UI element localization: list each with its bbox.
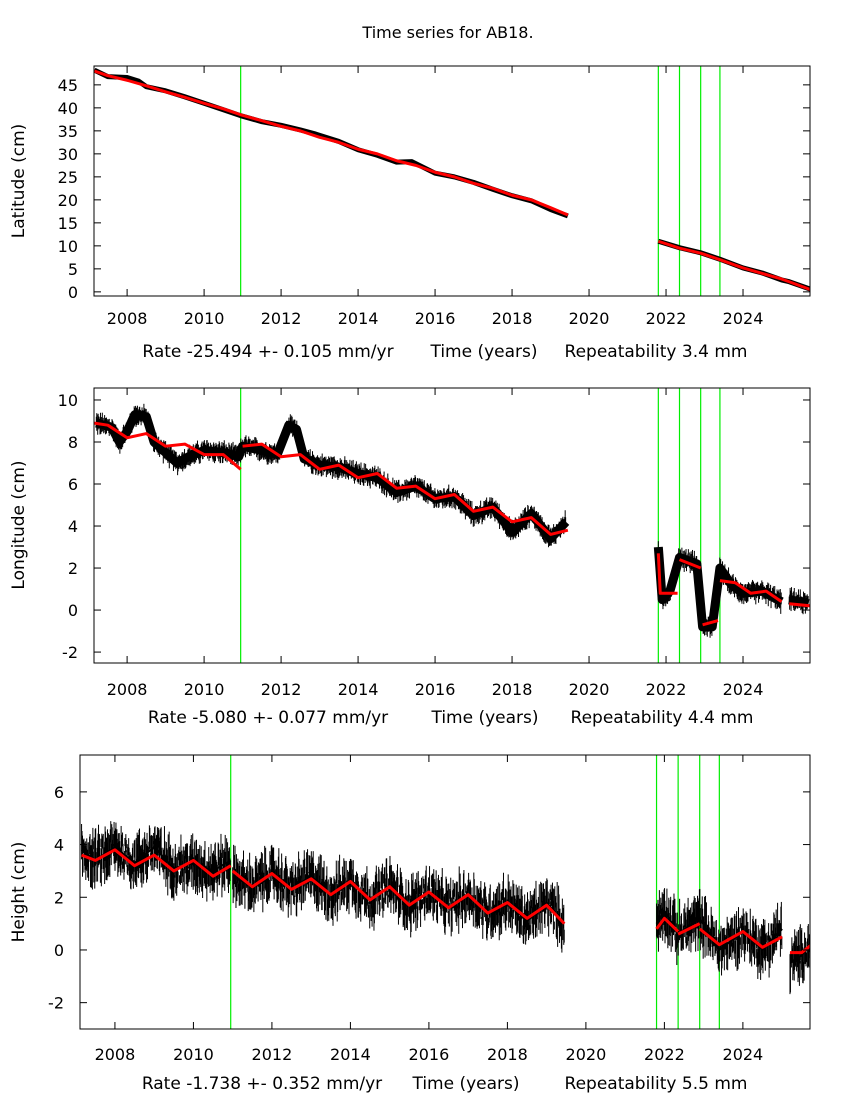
y-tick-label: 0 (54, 941, 64, 960)
y-tick-label: 25 (58, 168, 78, 187)
x-tick-label: 2016 (415, 309, 456, 328)
repeatability-label: Repeatability 3.4 mm (565, 342, 748, 362)
y-tick-label: 15 (58, 214, 78, 233)
x-tick-label: 2020 (569, 309, 610, 328)
model-curve (702, 619, 719, 627)
y-tick-label: 4 (68, 517, 78, 536)
y-tick-label: 5 (68, 260, 78, 279)
y-tick-label: 4 (54, 836, 64, 855)
x-tick-label: 2022 (644, 1045, 685, 1064)
x-tick-label: 2022 (646, 309, 687, 328)
y-tick-label: 2 (68, 559, 78, 578)
repeatability-label: Repeatability 5.5 mm (565, 1074, 748, 1094)
x-tick-label: 2014 (330, 1045, 371, 1064)
model-curve (242, 442, 569, 536)
rate-label: Rate -5.080 +- 0.077 mm/yr (148, 708, 388, 728)
x-tick-label: 2010 (184, 309, 225, 328)
x-tick-label: 2016 (415, 680, 456, 699)
x-tick-label: 2024 (723, 680, 764, 699)
x-tick-label: 2018 (492, 680, 533, 699)
model-curve (677, 922, 701, 936)
y-axis-label: Longitude (cm) (9, 460, 29, 589)
x-tick-label: 2020 (569, 680, 610, 699)
x-tick-label: 2008 (107, 309, 148, 328)
model-curve (789, 602, 810, 608)
rate-label: Rate -25.494 +- 0.105 mm/yr (142, 342, 393, 362)
x-tick-label: 2014 (338, 680, 379, 699)
plot-frame (93, 387, 811, 664)
x-tick-label: 2008 (107, 680, 148, 699)
x-tick-label: 2010 (173, 1045, 214, 1064)
y-tick-label: 6 (68, 475, 78, 494)
observation-series (95, 410, 570, 544)
model-curve (94, 69, 569, 217)
observation-series (655, 909, 783, 951)
x-tick-label: 2020 (566, 1045, 607, 1064)
model-curve (789, 944, 810, 955)
model-curve (94, 421, 242, 471)
model-curve (719, 579, 783, 603)
plot-area (94, 66, 810, 296)
y-tick-label: 30 (58, 145, 78, 164)
y-axis-label: Latitude (cm) (9, 124, 29, 239)
x-tick-label: 2012 (261, 309, 302, 328)
y-tick-label: 45 (58, 76, 78, 95)
model-curve (657, 239, 810, 291)
x-tick-label: 2012 (252, 1045, 293, 1064)
x-tick-label: 2018 (492, 309, 533, 328)
repeatability-label: Repeatability 4.4 mm (571, 708, 754, 728)
longitude-panel: Longitude (cm) Rate -5.080 +- 0.077 mm/y… (9, 387, 811, 728)
rate-label: Rate -1.738 +- 0.352 mm/yr (142, 1074, 382, 1094)
figure-title: Time series for AB18. (361, 23, 533, 42)
y-tick-label: 35 (58, 122, 78, 141)
x-axis-label: Time (years) (411, 1074, 519, 1094)
plot-frame (79, 754, 811, 1030)
y-tick-label: -2 (62, 643, 78, 662)
observation-series (788, 595, 810, 609)
model-curve (655, 916, 680, 933)
y-tick-label: 6 (54, 783, 64, 802)
plot-frame (93, 65, 811, 297)
height-panel: Height (cm) Rate -1.738 +- 0.352 mm/yr T… (9, 754, 811, 1094)
model-curve (698, 927, 783, 949)
y-tick-label: 8 (68, 433, 78, 452)
plot-area (80, 755, 810, 1029)
y-tick-label: 10 (58, 391, 78, 410)
model-curve (656, 553, 678, 595)
x-tick-label: 2010 (184, 680, 225, 699)
x-tick-label: 2024 (723, 1045, 764, 1064)
latitude-panel: Latitude (cm) Rate -25.494 +- 0.105 mm/y… (9, 65, 811, 362)
x-tick-label: 2008 (95, 1045, 136, 1064)
model-curve (81, 848, 232, 878)
y-tick-label: 2 (54, 888, 64, 907)
x-tick-label: 2012 (261, 680, 302, 699)
x-tick-label: 2018 (487, 1045, 528, 1064)
y-tick-label: 0 (68, 601, 78, 620)
model-curve (231, 869, 566, 925)
x-tick-label: 2014 (338, 309, 379, 328)
y-tick-label: 20 (58, 191, 78, 210)
x-tick-label: 2024 (723, 309, 764, 328)
y-tick-label: 40 (58, 99, 78, 118)
model-curve (678, 558, 702, 570)
y-tick-label: 10 (58, 237, 78, 256)
y-tick-label: 0 (68, 283, 78, 302)
x-axis-label: Time (years) (429, 342, 537, 362)
y-axis-label: Height (cm) (9, 842, 29, 943)
plot-area (94, 388, 810, 663)
x-axis-label: Time (years) (430, 708, 538, 728)
x-tick-label: 2016 (409, 1045, 450, 1064)
y-tick-label: -2 (48, 994, 64, 1013)
x-tick-label: 2022 (646, 680, 687, 699)
